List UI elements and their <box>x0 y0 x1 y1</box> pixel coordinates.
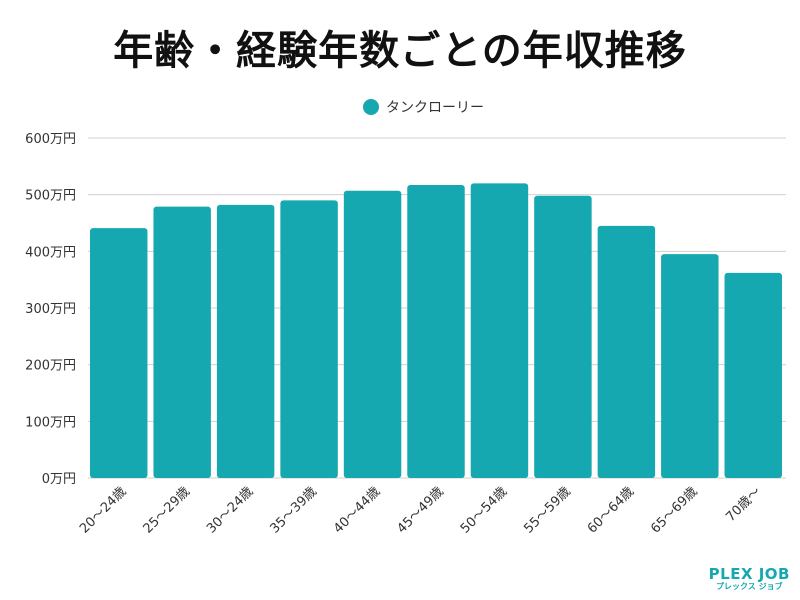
y-tick-label: 400万円 <box>25 245 76 260</box>
logo-text: PLEX JOB <box>708 565 790 583</box>
bar <box>90 228 148 478</box>
x-tick-label: 65〜69歳 <box>648 484 700 536</box>
y-tick-label: 500万円 <box>25 189 76 204</box>
y-tick-label: 600万円 <box>25 132 76 147</box>
x-tick-label: 45〜49歳 <box>394 484 446 536</box>
bar <box>153 206 211 479</box>
chart-title: 年齢・経験年数ごとの年収推移 <box>113 28 687 74</box>
bar <box>280 200 338 479</box>
x-tick-label: 70歳〜 <box>723 484 764 525</box>
plexjob-logo: PLEX JOB プレックス ジョブ <box>709 566 790 592</box>
x-tick-label: 20〜24歳 <box>77 484 129 536</box>
legend-label: タンクローリー <box>386 100 484 116</box>
x-tick-label: 25〜29歳 <box>141 484 193 536</box>
x-tick-label: 50〜54歳 <box>458 484 510 536</box>
bar <box>216 204 275 478</box>
bar <box>343 190 402 478</box>
bar <box>661 254 719 478</box>
y-tick-label: 300万円 <box>25 302 76 317</box>
x-tick-label: 30〜24歳 <box>204 484 256 536</box>
bar <box>534 195 592 479</box>
y-tick-label: 200万円 <box>25 359 76 374</box>
legend-marker <box>363 99 379 115</box>
bar <box>724 272 782 478</box>
bar <box>407 185 465 479</box>
logo-subtext: プレックス ジョブ <box>716 582 783 591</box>
y-tick-label: 0万円 <box>42 472 76 487</box>
x-tick-label: 55〜59歳 <box>521 484 573 536</box>
y-tick-label: 100万円 <box>25 415 76 430</box>
x-tick-label: 40〜44歳 <box>331 484 383 536</box>
bar <box>597 225 656 478</box>
x-tick-label: 60〜64歳 <box>585 484 637 536</box>
bar <box>470 183 529 479</box>
x-tick-label: 35〜39歳 <box>268 484 320 536</box>
